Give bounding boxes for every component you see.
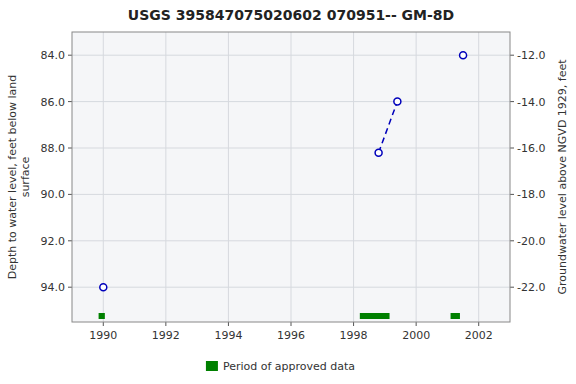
series-line (379, 102, 398, 153)
tick-mark (291, 322, 292, 326)
x-tick-label: 1990 (89, 329, 117, 342)
tick-mark (416, 322, 417, 326)
plot-background (72, 32, 510, 322)
tick-mark (68, 101, 72, 102)
tick-mark (510, 240, 514, 241)
chart: 1990 1992 1994 1996 1998 2000 2002 84.0 86.0 88.0… (0, 0, 576, 384)
grid-line (291, 32, 292, 322)
grid-line (353, 32, 354, 322)
y2-tick-label: -20.0 (517, 235, 545, 248)
x-tick-label: 2000 (402, 329, 430, 342)
tick-mark (68, 287, 72, 288)
grid-line (72, 148, 510, 149)
y2-tick-label: -22.0 (517, 281, 545, 294)
tick-mark (353, 322, 354, 326)
data-point (375, 149, 382, 156)
y-tick-label: 84.0 (41, 49, 66, 62)
tick-mark (165, 322, 166, 326)
grid-line (72, 101, 510, 102)
y2-tick-label: -16.0 (517, 142, 545, 155)
grid-line (72, 240, 510, 241)
y-tick-label: 86.0 (41, 96, 66, 109)
y-tick-label: 92.0 (41, 235, 66, 248)
grid-line (72, 55, 510, 56)
grid-line (72, 194, 510, 195)
legend-swatch (206, 361, 218, 371)
y-tick-label: 88.0 (41, 142, 66, 155)
tick-mark (510, 55, 514, 56)
y2-tick-label: -14.0 (517, 96, 545, 109)
y-tick-label: 94.0 (41, 281, 66, 294)
tick-mark (510, 101, 514, 102)
tick-mark (510, 287, 514, 288)
approved-period (99, 313, 105, 319)
x-tick-label: 1994 (214, 329, 242, 342)
grid-line (103, 32, 104, 322)
x-tick-label: 2002 (465, 329, 493, 342)
data-point (394, 98, 401, 105)
tick-mark (478, 322, 479, 326)
legend: Period of approved data (206, 360, 355, 373)
grid-line (165, 32, 166, 322)
y2-tick-label: -18.0 (517, 188, 545, 201)
data-point (100, 284, 107, 291)
tick-mark (510, 148, 514, 149)
y2-axis-label: Groundwater level above NGVD 1929, feet (556, 59, 569, 295)
tick-mark (68, 194, 72, 195)
y2-tick-label: -12.0 (517, 49, 545, 62)
x-tick-label: 1996 (277, 329, 305, 342)
grid-line (72, 287, 510, 288)
approved-period (451, 313, 460, 319)
tick-mark (103, 322, 104, 326)
tick-mark (68, 55, 72, 56)
y-axis-label: Depth to water level, feet below landsur… (6, 75, 32, 280)
grid-line (478, 32, 479, 322)
legend-label: Period of approved data (223, 360, 355, 373)
tick-mark (68, 148, 72, 149)
tick-mark (68, 240, 72, 241)
grid-line (228, 32, 229, 322)
label-line: surface (19, 156, 32, 197)
data-group (99, 52, 467, 319)
y-tick-label: 90.0 (41, 188, 66, 201)
label-line: Depth to water level, feet below land (6, 75, 19, 280)
data-point (460, 52, 467, 59)
title: USGS 395847075020602 070951-- GM-8D (128, 7, 454, 23)
x-tick-label: 1992 (152, 329, 180, 342)
x-tick-label: 1998 (340, 329, 368, 342)
grid-line (416, 32, 417, 322)
plot-frame (72, 32, 510, 322)
approved-period (360, 313, 390, 319)
tick-mark (510, 194, 514, 195)
tick-mark (228, 322, 229, 326)
